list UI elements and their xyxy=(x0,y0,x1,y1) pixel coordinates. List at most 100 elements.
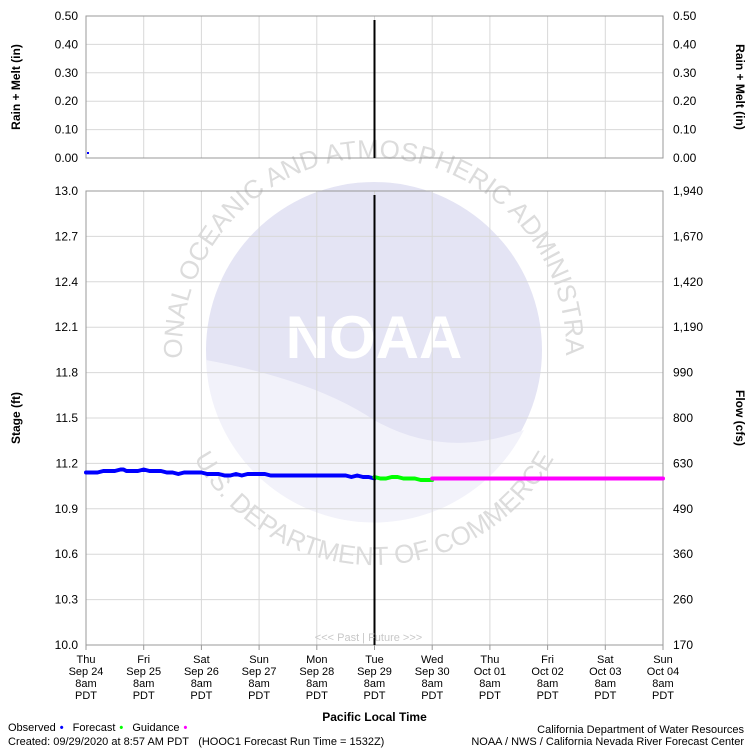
x-tick-label: 8am xyxy=(595,678,616,690)
stage-ytick-left: 10.9 xyxy=(55,502,79,516)
x-tick-label: 8am xyxy=(133,678,154,690)
precip-ytick-left: 0.20 xyxy=(55,94,79,108)
x-tick-label: PDT xyxy=(421,690,443,702)
x-tick-label: 8am xyxy=(75,678,96,690)
x-tick-label: Oct 04 xyxy=(647,666,679,678)
stage-ytick-left: 10.3 xyxy=(55,593,79,607)
precip-ylabel-left: Rain + Melt (in) xyxy=(9,44,23,130)
x-tick-label: Oct 02 xyxy=(531,666,563,678)
precip-ytick-left: 0.10 xyxy=(55,123,79,137)
x-tick-label: PDT xyxy=(133,690,155,702)
x-tick-label: Thu xyxy=(77,654,96,666)
x-tick-label: Fri xyxy=(137,654,150,666)
watermark-wave xyxy=(206,360,524,523)
stage-ytick-right: 260 xyxy=(673,593,693,607)
precip-ytick-left: 0.30 xyxy=(55,66,79,80)
x-tick-label: Sep 27 xyxy=(242,666,277,678)
stage-panel: 13.0 1,940 12.7 1,670 12.4 1,420 12.1 1,190 11.8… xyxy=(9,184,747,652)
x-tick-label: PDT xyxy=(479,690,501,702)
legend-guidance-dot: • xyxy=(183,722,188,734)
stage-ytick-left: 11.8 xyxy=(56,366,79,380)
precip-ytick-right: 0.50 xyxy=(673,9,697,23)
precip-panel: 0.50 0.50 0.40 0.40 0.30 0.30 0.20 0.20 0.10 0.10… xyxy=(9,9,747,165)
x-tick-label: Sep 28 xyxy=(299,666,334,678)
precip-ytick-left: 0.50 xyxy=(55,9,79,23)
x-tick-label: PDT xyxy=(652,690,674,702)
stage-ytick-right: 490 xyxy=(673,502,693,516)
stage-ytick-left: 10.0 xyxy=(55,638,79,652)
precip-ytick-right: 0.40 xyxy=(673,37,697,51)
legend-forecast-label: Forecast xyxy=(72,722,116,734)
stage-ytick-left: 12.1 xyxy=(55,320,79,334)
agency-line-2: NOAA / NWS / California Nevada River For… xyxy=(471,736,744,748)
precip-ytick-left: 0.40 xyxy=(55,37,79,51)
stage-ytick-left: 11.2 xyxy=(56,456,79,470)
x-tick-label: 8am xyxy=(364,678,385,690)
stage-ylabel-left: Stage (ft) xyxy=(9,392,23,444)
x-tick-label: PDT xyxy=(248,690,270,702)
x-tick-label: 8am xyxy=(479,678,500,690)
x-tick-label: Sat xyxy=(193,654,210,666)
x-axis-title: Pacific Local Time xyxy=(322,710,427,724)
x-tick-label: PDT xyxy=(306,690,328,702)
precip-ytick-right: 0.20 xyxy=(673,94,697,108)
x-tick-label: Sun xyxy=(653,654,673,666)
x-tick-label: PDT xyxy=(537,690,559,702)
series-observed-line xyxy=(84,467,377,481)
legend-guidance-label: Guidance xyxy=(132,722,180,734)
x-tick-label: PDT xyxy=(190,690,212,702)
x-tick-label: 8am xyxy=(421,678,442,690)
x-tick-label: Sun xyxy=(249,654,269,666)
x-tick-label: 8am xyxy=(537,678,558,690)
precip-ytick-right: 0.00 xyxy=(673,151,697,165)
stage-ytick-left: 12.4 xyxy=(55,275,79,289)
agency-line-1: California Department of Water Resources xyxy=(537,724,744,736)
stage-ytick-right: 1,670 xyxy=(673,229,703,243)
stage-ytick-right: 1,190 xyxy=(673,320,703,334)
created-text: Created: 09/29/2020 at 8:57 AM PDT xyxy=(8,736,190,748)
x-tick-label: 8am xyxy=(248,678,269,690)
x-tick-label: PDT xyxy=(364,690,386,702)
x-tick-label: Fri xyxy=(541,654,554,666)
x-tick-label: Sep 30 xyxy=(415,666,450,678)
legend-observed-label: Observed xyxy=(8,722,56,734)
stage-ytick-right: 1,420 xyxy=(673,275,703,289)
precip-ytick-right: 0.30 xyxy=(673,66,697,80)
stage-ytick-left: 12.7 xyxy=(55,229,79,243)
stage-ytick-left: 11.5 xyxy=(56,411,79,425)
stage-ytick-left: 13.0 xyxy=(55,184,79,198)
stage-ylabel-right: Flow (cfs) xyxy=(733,390,747,446)
x-tick-label: Oct 01 xyxy=(474,666,506,678)
stage-ytick-right: 630 xyxy=(673,456,693,470)
stage-ytick-right: 800 xyxy=(673,411,693,425)
x-tick-label: Sep 26 xyxy=(184,666,219,678)
noaa-watermark: NOAANATIONAL OCEANIC AND ATMOSPHERIC ADM… xyxy=(0,0,590,571)
legend: Observed • Forecast • Guidance • xyxy=(8,722,193,734)
stage-ytick-right: 170 xyxy=(673,638,693,652)
x-tick-label: Sep 24 xyxy=(69,666,104,678)
x-tick-label: Thu xyxy=(480,654,499,666)
agency-credit: California Department of Water Resources… xyxy=(471,724,744,748)
stage-ytick-left: 10.6 xyxy=(55,547,79,561)
x-tick-label: Oct 03 xyxy=(589,666,621,678)
past-future-label: <<< Past | Future >>> xyxy=(315,632,422,644)
x-tick-label: 8am xyxy=(652,678,673,690)
stage-ytick-right: 990 xyxy=(673,366,693,380)
stage-ytick-right: 1,940 xyxy=(673,184,703,198)
precip-ytick-left: 0.00 xyxy=(55,151,79,165)
x-tick-label: Sep 25 xyxy=(126,666,161,678)
x-tick-label: Wed xyxy=(421,654,443,666)
x-tick-label: 8am xyxy=(306,678,327,690)
series-forecast-line xyxy=(372,475,435,482)
precip-ylabel-right: Rain + Melt (in) xyxy=(733,44,747,130)
x-tick-label: Mon xyxy=(306,654,327,666)
x-tick-label: PDT xyxy=(75,690,97,702)
x-tick-label: 8am xyxy=(191,678,212,690)
stage-ytick-right: 360 xyxy=(673,547,693,561)
legend-forecast-dot: • xyxy=(119,722,124,734)
precip-ytick-right: 0.10 xyxy=(673,123,697,137)
x-tick-label: Sat xyxy=(597,654,614,666)
x-tick-label: Sep 29 xyxy=(357,666,392,678)
